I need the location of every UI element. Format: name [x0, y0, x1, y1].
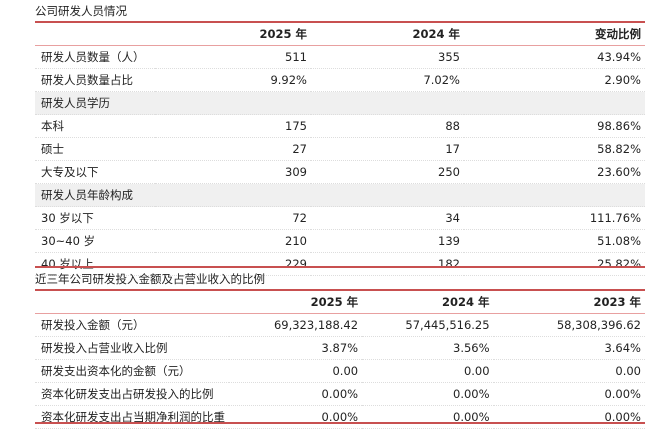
row-label: 资本化研发支出占研发投入的比例	[35, 382, 229, 406]
column-header: 2023 年	[593, 295, 641, 309]
column-header	[35, 291, 229, 314]
cell-value: 0.00%	[493, 382, 645, 406]
cell-value	[155, 183, 311, 207]
cell-value: 7.02%	[311, 68, 464, 92]
table2-bottom-rule	[35, 422, 645, 424]
cell-value	[155, 91, 311, 115]
table-row: 研发人员数量占比 9.92% 7.02% 2.90%	[35, 68, 645, 92]
table-row: 30~40 岁 210 139 51.08%	[35, 229, 645, 253]
rd-staff-table: 2025 年 2024 年变动比例 研发人员数量（人） 511 355 43.94% 研发人…	[35, 23, 645, 276]
table-row: 研发投入金额（元） 69,323,188.42 57,445,516.25 58,30…	[35, 313, 645, 337]
cell-value: 0.00	[362, 359, 494, 383]
row-label: 资本化研发支出占当期净利润的比重	[35, 405, 229, 429]
cell-value: 98.86%	[464, 114, 645, 138]
cell-value: 69,323,188.42	[229, 313, 363, 337]
cell-value: 25.82%	[464, 252, 645, 276]
cell-value: 355	[311, 45, 464, 69]
row-label: 研发人员数量占比	[35, 68, 155, 92]
table2-title: 近三年公司研发投入金额及占营业收入的比例	[35, 272, 265, 286]
cell-value: 309	[155, 160, 311, 184]
table-row: 研发支出资本化的金额（元） 0.00 0.00 0.00	[35, 359, 645, 383]
cell-value: 27	[155, 137, 311, 161]
cell-value: 88	[311, 114, 464, 138]
column-header: 2024 年	[412, 27, 460, 41]
cell-value: 229	[155, 252, 311, 276]
cell-value: 250	[311, 160, 464, 184]
cell-value: 182	[311, 252, 464, 276]
row-label: 研发人员年龄构成	[35, 183, 155, 207]
column-header: 2024 年	[442, 295, 490, 309]
cell-value	[464, 183, 645, 207]
table1-bottom-rule	[35, 266, 645, 268]
cell-value: 51.08%	[464, 229, 645, 253]
table2-top-rule	[35, 289, 645, 291]
cell-value: 58,308,396.62	[493, 313, 645, 337]
table-row: 大专及以下 309 250 23.60%	[35, 160, 645, 184]
table1-top-rule	[35, 21, 645, 23]
table-row: 硕士 27 17 58.82%	[35, 137, 645, 161]
table-row: 资本化研发支出占研发投入的比例 0.00% 0.00% 0.00%	[35, 382, 645, 406]
row-label: 本科	[35, 114, 155, 138]
table-row: 资本化研发支出占当期净利润的比重 0.00% 0.00% 0.00%	[35, 405, 645, 429]
row-label: 硕士	[35, 137, 155, 161]
column-header: 2025 年	[259, 27, 307, 41]
table-row: 研发人员数量（人） 511 355 43.94%	[35, 45, 645, 69]
cell-value	[311, 91, 464, 115]
row-label: 研发投入金额（元）	[35, 313, 229, 337]
column-header: 2025 年	[310, 295, 359, 309]
row-label: 研发人员学历	[35, 91, 155, 115]
row-label: 30 岁以下	[35, 206, 155, 230]
table-row: 本科 175 88 98.86%	[35, 114, 645, 138]
cell-value: 58.82%	[464, 137, 645, 161]
cell-value: 0.00%	[229, 405, 363, 429]
cell-value: 57,445,516.25	[362, 313, 494, 337]
cell-value: 72	[155, 206, 311, 230]
cell-value: 3.87%	[229, 336, 363, 360]
table-row: 30 岁以下 72 34 111.76%	[35, 206, 645, 230]
row-label: 研发支出资本化的金额（元）	[35, 359, 229, 383]
cell-value: 0.00%	[229, 382, 363, 406]
cell-value: 17	[311, 137, 464, 161]
column-header: 变动比例	[595, 27, 641, 41]
table1-title: 公司研发人员情况	[35, 4, 127, 18]
cell-value: 9.92%	[155, 68, 311, 92]
rd-investment-table: 2025 年 2024 年 2023 年研发投入金额（元） 69,323,188.42…	[35, 291, 645, 429]
row-label: 大专及以下	[35, 160, 155, 184]
group-row: 研发人员年龄构成	[35, 183, 645, 207]
cell-value	[311, 183, 464, 207]
header-row: 2025 年 2024 年 2023 年	[35, 291, 645, 314]
cell-value: 3.56%	[362, 336, 494, 360]
cell-value: 0.00%	[362, 405, 494, 429]
row-label: 30~40 岁	[35, 229, 155, 253]
cell-value: 0.00	[493, 359, 645, 383]
row-label: 研发人员数量（人）	[35, 45, 155, 69]
cell-value: 43.94%	[464, 45, 645, 69]
cell-value	[464, 91, 645, 115]
cell-value: 3.64%	[493, 336, 645, 360]
cell-value: 111.76%	[464, 206, 645, 230]
cell-value: 2.90%	[464, 68, 645, 92]
table-row: 研发投入占营业收入比例 3.87% 3.56% 3.64%	[35, 336, 645, 360]
cell-value: 210	[155, 229, 311, 253]
cell-value: 34	[311, 206, 464, 230]
cell-value: 0.00	[229, 359, 363, 383]
cell-value: 0.00%	[493, 405, 645, 429]
cell-value: 23.60%	[464, 160, 645, 184]
group-row: 研发人员学历	[35, 91, 645, 115]
cell-value: 511	[155, 45, 311, 69]
column-header	[35, 23, 155, 46]
cell-value: 0.00%	[362, 382, 494, 406]
header-row: 2025 年 2024 年 变动比例	[35, 23, 645, 46]
cell-value: 175	[155, 114, 311, 138]
row-label: 研发投入占营业收入比例	[35, 336, 229, 360]
cell-value: 139	[311, 229, 464, 253]
